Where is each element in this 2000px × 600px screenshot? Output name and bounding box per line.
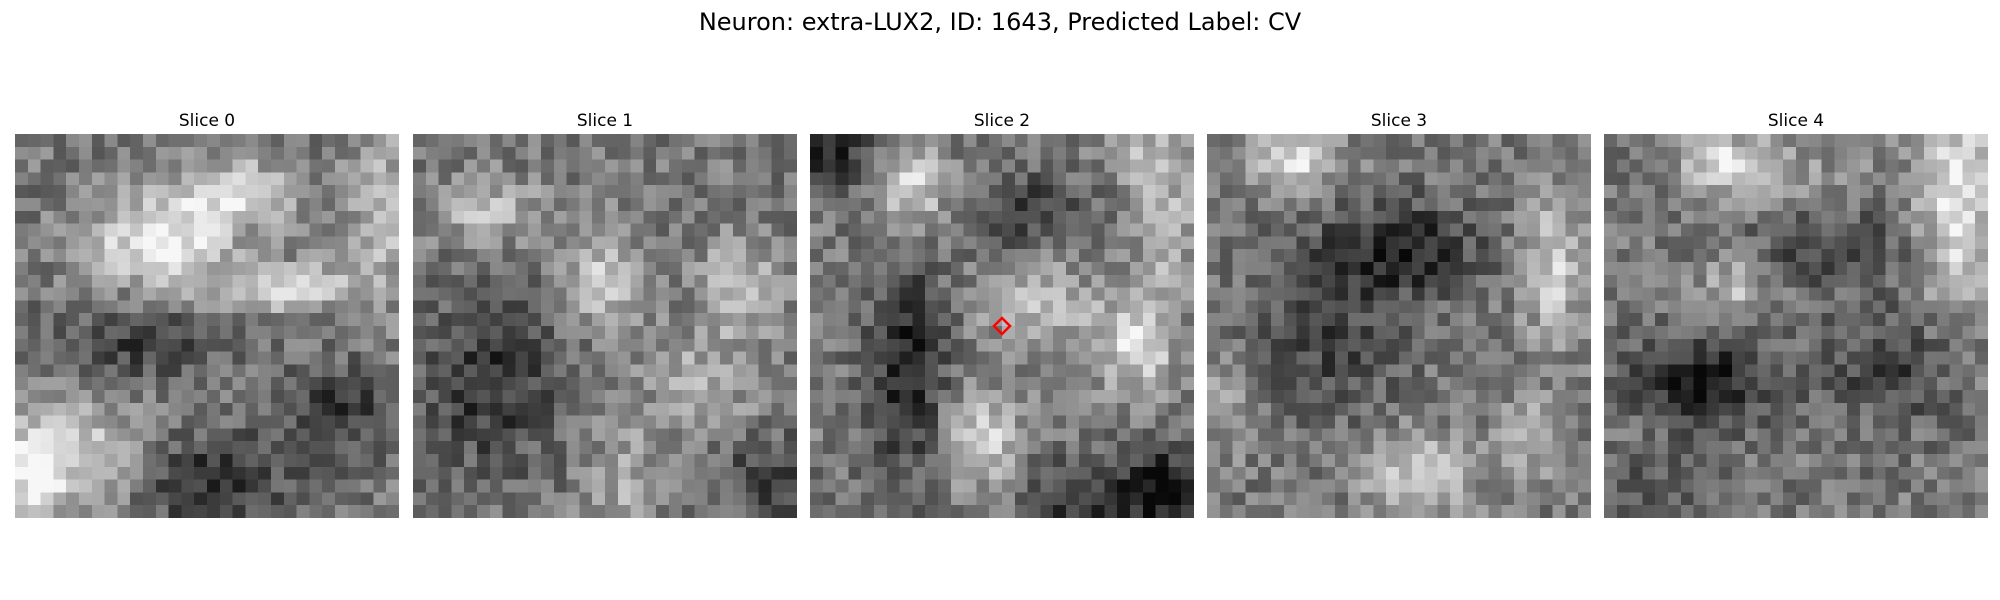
slice-image <box>1604 134 1988 518</box>
figure-title: Neuron: extra-LUX2, ID: 1643, Predicted … <box>698 8 1302 36</box>
slice-image <box>1207 134 1591 518</box>
slice-panel-1: Slice 1 <box>413 110 797 518</box>
slice-image <box>413 134 797 518</box>
slice-panel-0: Slice 0 <box>15 110 399 518</box>
slice-title: Slice 1 <box>576 111 634 131</box>
slice-title: Slice 0 <box>178 111 236 131</box>
slice-panel-3: Slice 3 <box>1207 110 1591 518</box>
slice-panel-4: Slice 4 <box>1604 110 1988 518</box>
slice-image <box>15 134 399 518</box>
slice-title: Slice 3 <box>1370 111 1428 131</box>
slice-image <box>810 134 1194 518</box>
slice-title: Slice 4 <box>1767 111 1825 131</box>
slice-panel-2: Slice 2 <box>810 110 1194 518</box>
slice-title: Slice 2 <box>973 111 1031 131</box>
